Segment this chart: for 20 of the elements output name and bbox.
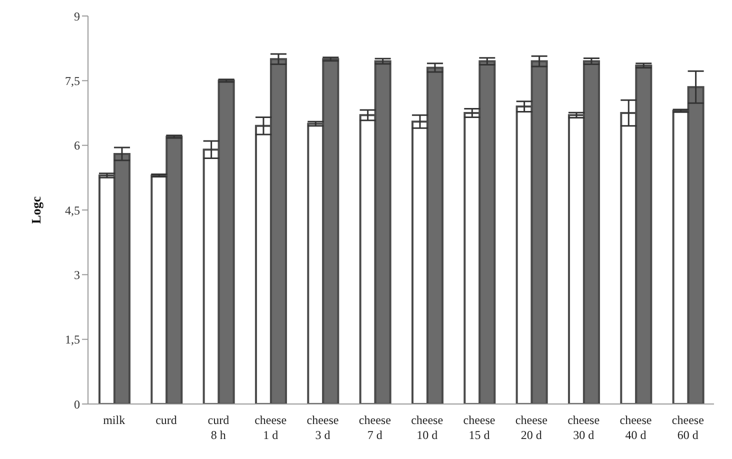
y-tick-label: 0 bbox=[74, 397, 80, 412]
x-tick-label: curd 8 h bbox=[208, 413, 230, 442]
y-tick-label: 6 bbox=[74, 138, 80, 153]
x-tick-label: cheese 10 d bbox=[411, 413, 444, 442]
x-tick-label: cheese 15 d bbox=[463, 413, 496, 442]
y-tick-label: 4,5 bbox=[65, 203, 80, 218]
y-axis-title: Logc bbox=[28, 196, 44, 224]
x-tick-label: cheese 3 d bbox=[306, 413, 339, 442]
x-tick-label: curd bbox=[156, 413, 177, 427]
y-tick-label: 7,5 bbox=[65, 74, 80, 88]
y-tick-label: 1,5 bbox=[65, 332, 80, 347]
x-tick-label: cheese 30 d bbox=[568, 413, 600, 442]
x-tick-label: milk bbox=[103, 413, 126, 427]
x-tick-label: cheese 60 d bbox=[672, 413, 704, 442]
y-tick-label: 9 bbox=[74, 9, 80, 24]
x-tick-label: cheese 40 d bbox=[620, 413, 652, 442]
x-tick-label: cheese 7 d bbox=[358, 413, 391, 442]
x-tick-label: cheese 1 d bbox=[254, 413, 287, 442]
x-tick-label: cheese 20 d bbox=[515, 413, 548, 442]
y-tick-label: 3 bbox=[74, 268, 80, 282]
